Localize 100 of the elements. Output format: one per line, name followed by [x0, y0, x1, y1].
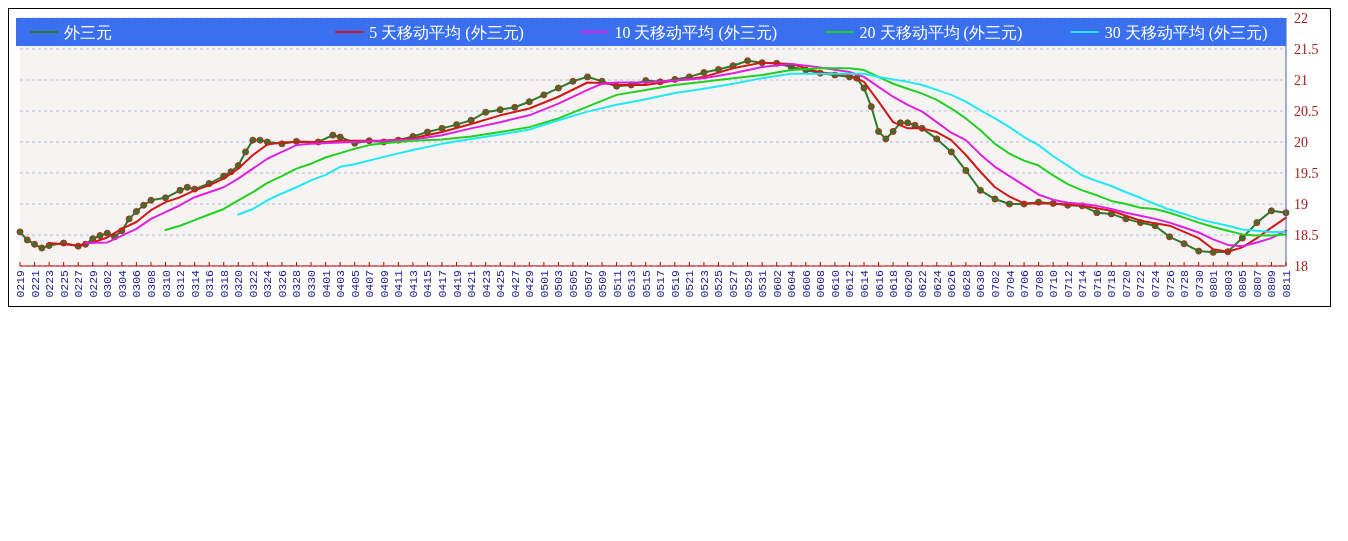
x-tick-label: 0316 — [203, 269, 217, 298]
x-tick-label: 0724 — [1149, 269, 1163, 298]
y-tick-label: 21.5 — [1294, 42, 1319, 57]
x-tick-label: 0419 — [450, 269, 464, 298]
x-tick-label: 0320 — [232, 269, 246, 298]
x-tick-label: 0809 — [1265, 269, 1279, 298]
x-tick-label: 0517 — [654, 270, 668, 298]
x-tick-label: 0229 — [86, 269, 100, 298]
x-tick-label: 0219 — [14, 269, 27, 298]
x-tick-label: 0509 — [596, 269, 610, 298]
x-tick-label: 0411 — [392, 269, 406, 298]
x-tick-label: 0803 — [1221, 269, 1235, 298]
x-tick-label: 0322 — [246, 269, 260, 298]
y-tick-label: 21 — [1294, 73, 1308, 88]
x-tick-label: 0318 — [217, 269, 231, 298]
y-tick-label: 18 — [1294, 259, 1308, 274]
x-tick-label: 0608 — [814, 269, 828, 298]
x-tick-label: 0714 — [1076, 269, 1090, 298]
x-tick-label: 0626 — [945, 269, 959, 298]
x-tick-label: 0610 — [828, 269, 842, 298]
x-tick-label: 0429 — [523, 269, 537, 298]
y-tick-label: 19 — [1294, 197, 1308, 212]
x-tick-label: 0718 — [1105, 269, 1119, 298]
x-tick-label: 0511 — [610, 269, 624, 298]
x-tick-label: 0409 — [377, 269, 391, 298]
legend-label: 5 天移动平均 (外三元) — [369, 24, 524, 42]
x-tick-label: 0708 — [1032, 269, 1046, 298]
x-tick-label: 0505 — [566, 269, 580, 298]
x-tick-label: 0503 — [552, 269, 566, 298]
x-tick-label: 0328 — [290, 269, 304, 298]
legend-label: 30 天移动平均 (外三元) — [1104, 24, 1268, 42]
x-tick-label: 0310 — [159, 269, 173, 298]
x-tick-label: 0616 — [872, 269, 886, 298]
x-tick-label: 0306 — [130, 269, 144, 298]
x-tick-label: 0523 — [697, 269, 711, 298]
x-tick-label: 0427 — [508, 270, 522, 298]
x-tick-label: 0604 — [785, 269, 799, 298]
legend-label: 10 天移动平均 (外三元) — [614, 24, 778, 42]
y-tick-label: 19.5 — [1294, 166, 1319, 181]
x-tick-label: 0302 — [101, 269, 115, 298]
x-tick-label: 0710 — [1047, 269, 1061, 298]
x-tick-label: 0501 — [537, 269, 551, 298]
x-tick-label: 0401 — [319, 269, 333, 298]
x-tick-label: 0730 — [1192, 269, 1206, 298]
x-tick-label: 0811 — [1280, 269, 1293, 298]
x-tick-label: 0324 — [261, 269, 275, 298]
x-tick-label: 0622 — [916, 269, 930, 298]
x-tick-label: 0326 — [275, 269, 289, 298]
x-tick-label: 0531 — [756, 269, 770, 298]
x-tick-label: 0513 — [625, 269, 639, 298]
x-tick-label: 0702 — [988, 269, 1002, 298]
x-tick-label: 0704 — [1003, 269, 1017, 298]
x-tick-label: 0726 — [1163, 269, 1177, 298]
x-tick-label: 0618 — [887, 269, 901, 298]
x-tick-label: 0630 — [974, 269, 988, 298]
y-tick-label: 22 — [1294, 11, 1308, 26]
x-tick-label: 0805 — [1236, 269, 1250, 298]
y-tick-label: 20.5 — [1294, 104, 1319, 119]
x-tick-label: 0225 — [57, 269, 71, 298]
x-tick-label: 0425 — [494, 269, 508, 298]
x-tick-label: 0527 — [727, 270, 741, 298]
x-tick-label: 0304 — [115, 269, 129, 298]
x-tick-label: 0515 — [639, 269, 653, 298]
x-tick-label: 0423 — [479, 269, 493, 298]
x-tick-label: 0612 — [843, 269, 857, 298]
x-tick-label: 0417 — [436, 270, 449, 298]
x-tick-label: 0529 — [741, 269, 755, 298]
legend-label: 20 天移动平均 (外三元) — [859, 24, 1023, 42]
x-tick-label: 0519 — [668, 269, 682, 298]
x-tick-label: 0706 — [1018, 269, 1032, 298]
x-tick-label: 0421 — [465, 269, 479, 298]
x-tick-label: 0728 — [1178, 269, 1192, 298]
x-tick-label: 0330 — [305, 269, 319, 298]
x-tick-label: 0620 — [901, 269, 915, 298]
y-tick-label: 18.5 — [1294, 228, 1319, 243]
x-tick-label: 0602 — [770, 269, 784, 298]
x-tick-label: 0624 — [930, 269, 944, 298]
x-tick-label: 0712 — [1061, 269, 1075, 298]
x-tick-label: 0413 — [406, 269, 420, 298]
x-tick-label: 0614 — [858, 269, 871, 298]
x-tick-label: 0407 — [363, 270, 377, 298]
x-tick-label: 0314 — [188, 269, 202, 298]
x-tick-label: 0415 — [421, 269, 435, 298]
x-tick-label: 0720 — [1119, 269, 1133, 298]
x-tick-label: 0221 — [28, 269, 42, 298]
x-tick-label: 0722 — [1134, 269, 1148, 298]
legend-label: 外三元 — [64, 24, 112, 41]
x-tick-label: 0405 — [348, 269, 362, 298]
x-tick-label: 0227 — [72, 270, 86, 298]
x-tick-label: 0312 — [174, 269, 188, 298]
x-tick-label: 0308 — [144, 269, 158, 298]
x-tick-label: 0521 — [683, 269, 697, 298]
x-tick-label: 0801 — [1207, 269, 1221, 298]
x-tick-label: 0606 — [799, 269, 813, 298]
y-tick-label: 20 — [1294, 135, 1308, 150]
x-tick-label: 0807 — [1250, 270, 1264, 298]
x-tick-label: 0403 — [334, 269, 348, 298]
x-tick-label: 0628 — [959, 269, 973, 298]
x-tick-label: 0525 — [712, 269, 726, 298]
x-tick-label: 0223 — [43, 269, 57, 298]
